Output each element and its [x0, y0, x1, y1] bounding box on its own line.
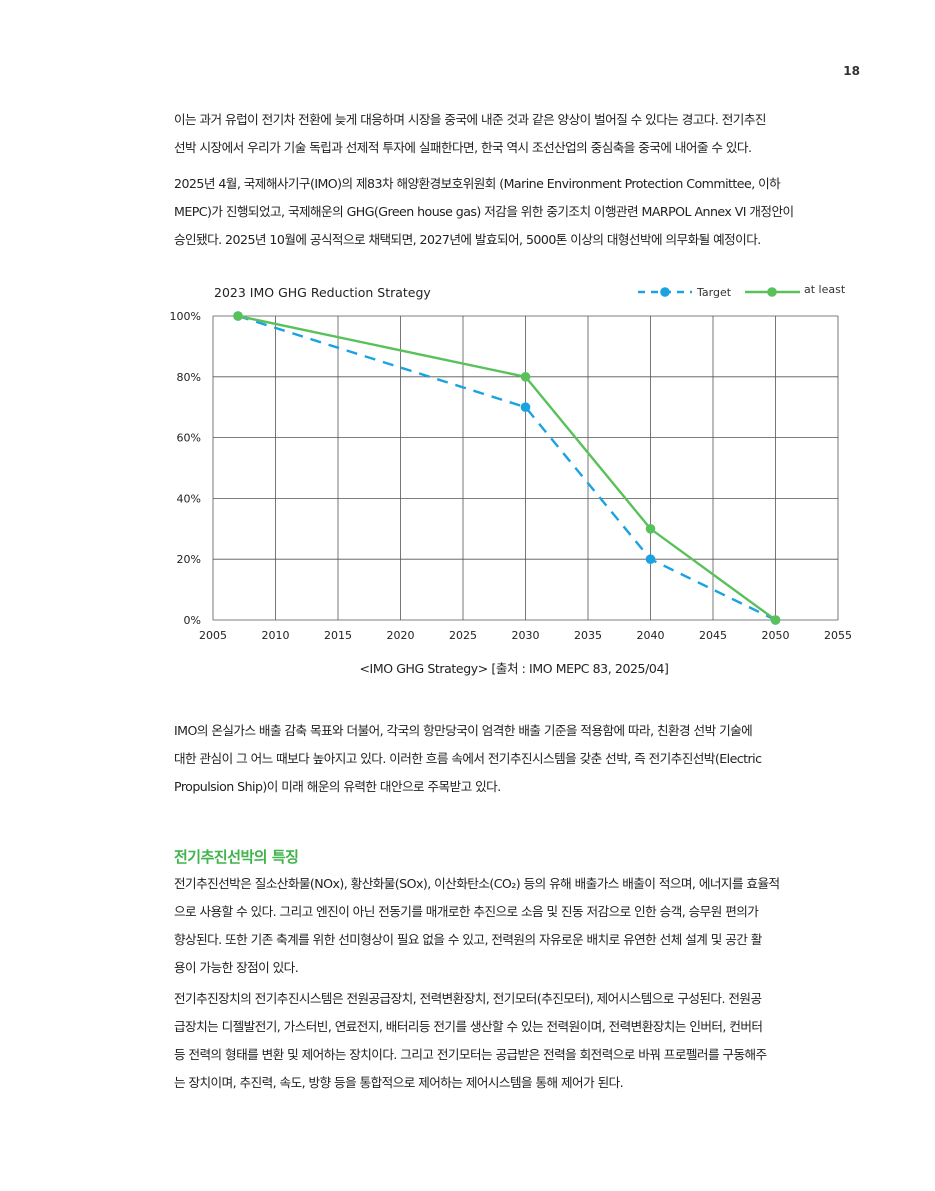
chart-caption: <IMO GHG Strategy> [출처 : IMO MEPC 83, 20… — [359, 661, 669, 676]
paragraph-line: MEPC)가 진행되었고, 국제해운의 GHG(Green house gas)… — [174, 204, 794, 219]
y-tick-label: 100% — [170, 310, 201, 323]
chart-legend: Target at least — [638, 283, 846, 299]
paragraph-line: 선박 시장에서 우리가 기술 독립과 선제적 투자에 실패한다면, 한국 역시 … — [174, 140, 752, 155]
legend-marker — [767, 287, 777, 297]
paragraph-line: 는 장치이며, 추진력, 속도, 방향 등을 통합적으로 제어하는 제어시스템을… — [174, 1075, 624, 1090]
x-tick-label: 2010 — [262, 629, 290, 642]
legend-label: at least — [804, 283, 846, 296]
chart-svg: 2023 IMO GHG Reduction Strategy 2005 2010… — [170, 283, 852, 642]
x-tick-label: 2025 — [449, 629, 477, 642]
x-tick-label: 2045 — [699, 629, 727, 642]
at-least-data-point — [645, 524, 656, 534]
paragraph-line: 승인됐다. 2025년 10월에 공식적으로 채택되면, 2027년에 발효되어… — [174, 232, 761, 247]
paragraph-line: 전기추진장치의 전기추진시스템은 전원공급장치, 전력변환장치, 전기모터(추진… — [174, 991, 762, 1006]
paragraph-line: 향상된다. 또한 기존 축계를 위한 선미형상이 필요 없을 수 있고, 전력원… — [174, 932, 762, 947]
x-tick-label: 2015 — [324, 629, 352, 642]
chart-axis-labels: 2005 2010 2015 2020 2025 2030 2035 2040 2045 2050… — [170, 310, 852, 642]
series-line-at-least — [237, 314, 777, 621]
y-tick-label: 0% — [184, 614, 201, 627]
chart-series — [233, 311, 781, 625]
page-number: 18 — [843, 64, 860, 78]
x-tick-label: 2020 — [387, 629, 415, 642]
chart-grid — [212, 315, 839, 621]
ghg-reduction-chart: 2023 IMO GHG Reduction Strategy 2005 2010… — [160, 275, 870, 655]
paragraph-line: 급장치는 디젤발전기, 가스터빈, 연료전지, 배터리등 전기를 생산할 수 있… — [174, 1019, 763, 1034]
legend-label: Target — [696, 286, 732, 299]
y-tick-label: 20% — [177, 553, 201, 566]
at-least-data-point — [770, 615, 781, 625]
x-tick-label: 2030 — [512, 629, 540, 642]
y-tick-label: 60% — [177, 432, 201, 445]
at-least-data-point — [520, 372, 531, 382]
paragraph-port-standards: IMO의 온실가스 배출 감축 목표와 더불어, 각국의 항만당국이 엄격한 배… — [174, 717, 854, 801]
paragraph-line: 전기추진선박은 질소산화물(NOx), 황산화물(SOx), 이산화탄소(CO₂… — [174, 876, 780, 891]
y-tick-label: 40% — [177, 492, 201, 505]
y-tick-label: 80% — [177, 371, 201, 384]
paragraph-line: 용이 가능한 장점이 있다. — [174, 960, 299, 975]
paragraph-line: Propulsion Ship)이 미래 해운의 유력한 대안으로 주목받고 있… — [174, 779, 501, 794]
at-least-data-point — [233, 311, 243, 321]
target-data-point — [645, 554, 656, 564]
paragraph-line: IMO의 온실가스 배출 감축 목표와 더불어, 각국의 항만당국이 엄격한 배… — [174, 723, 753, 738]
x-tick-label: 2035 — [574, 629, 602, 642]
paragraph-line: 등 전력의 형태를 변환 및 제어하는 장치이다. 그리고 전기모터는 공급받은… — [174, 1047, 767, 1062]
paragraph-line: 대한 관심이 그 어느 때보다 높아지고 있다. 이러한 흐름 속에서 전기추진… — [174, 751, 762, 766]
paragraph-line: 이는 과거 유럽이 전기차 전환에 늦게 대응하며 시장을 중국에 내준 것과 … — [174, 112, 766, 127]
x-tick-label: 2005 — [199, 629, 227, 642]
paragraph-line: 으로 사용할 수 있다. 그리고 엔진이 아닌 전동기를 매개로한 추진으로 소… — [174, 904, 759, 919]
x-tick-label: 2050 — [762, 629, 790, 642]
paragraph-mepc: 2025년 4월, 국제해사기구(IMO)의 제83차 해양환경보호위원회 (M… — [174, 170, 854, 254]
x-tick-label: 2055 — [824, 629, 852, 642]
paragraph-system: 전기추진장치의 전기추진시스템은 전원공급장치, 전력변환장치, 전기모터(추진… — [174, 985, 854, 1097]
paragraph-intro: 이는 과거 유럽이 전기차 전환에 늦게 대응하며 시장을 중국에 내준 것과 … — [174, 106, 854, 162]
x-tick-label: 2040 — [637, 629, 665, 642]
chart-title: 2023 IMO GHG Reduction Strategy — [214, 285, 431, 300]
legend-marker — [660, 287, 670, 297]
paragraph-features: 전기추진선박은 질소산화물(NOx), 황산화물(SOx), 이산화탄소(CO₂… — [174, 870, 854, 982]
target-data-point — [520, 402, 531, 412]
paragraph-line: 2025년 4월, 국제해사기구(IMO)의 제83차 해양환경보호위원회 (M… — [174, 176, 781, 191]
section-heading: 전기추진선박의 특징 — [174, 848, 299, 866]
series-line-target — [237, 314, 777, 622]
